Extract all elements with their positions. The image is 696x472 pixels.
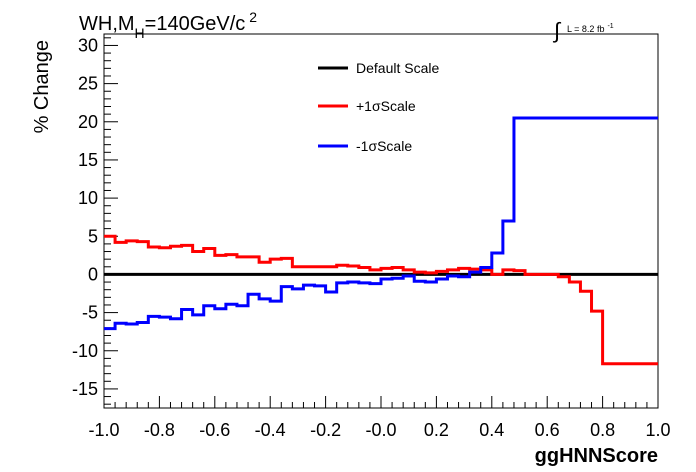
x-tick-label: 0.2 [424,420,449,440]
x-tick-label: 0.6 [535,420,560,440]
x-tick-label: 0.4 [479,420,504,440]
x-tick-label: -0.2 [310,420,341,440]
x-tick-label: -0.6 [199,420,230,440]
x-tick-label: 0.8 [590,420,615,440]
y-tick-label: 10 [78,188,98,208]
x-tick-label: 1.0 [645,420,670,440]
y-axis: -15 -10 -5 0 5 10 15 20 25 30 [72,35,118,405]
lumi-integral-symbol: ∫ [552,18,562,43]
legend-entry-label: +1σScale [356,98,416,114]
legend-entry-label: -1σScale [356,138,412,154]
series-layer [104,116,658,366]
x-tick-label: -0.8 [144,420,175,440]
y-tick-label: 0 [88,264,98,284]
y-axis-title: % Change [31,40,53,133]
series-line [104,116,658,331]
legend-entry-label: Default Scale [356,60,439,76]
y-tick-label: 30 [78,35,98,55]
y-tick-label: -10 [72,341,98,361]
x-axis-title: ggHNNScore [535,445,658,467]
x-tick-label: -0.0 [365,420,396,440]
x-tick-label: -0.4 [255,420,286,440]
y-tick-label: 5 [88,226,98,246]
luminosity-label: L = 8.2 fb -1 [567,23,614,34]
y-tick-label: 15 [78,150,98,170]
legend: Default Scale +1σScale -1σScale [318,60,439,154]
y-tick-label: 25 [78,74,98,94]
plot-frame [103,33,659,409]
x-axis: -1.0 -0.8 -0.6 -0.4 -0.2 -0.0 0.2 0.4 0.6 0.8 1.0 [88,396,671,440]
y-tick-label: -15 [72,379,98,399]
plot-title: WH,MH=140GeV/c 2 [79,9,257,41]
y-tick-label: 20 [78,112,98,132]
y-tick-label: -5 [82,303,98,323]
x-tick-label: -1.0 [88,420,119,440]
series-line [104,234,658,366]
